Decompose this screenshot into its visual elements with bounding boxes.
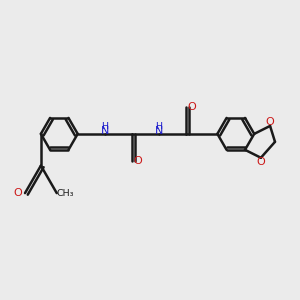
Text: H: H — [101, 122, 108, 131]
Text: O: O — [133, 156, 142, 166]
Text: O: O — [266, 117, 274, 127]
Text: O: O — [256, 157, 265, 166]
Text: O: O — [14, 188, 22, 198]
Text: O: O — [187, 102, 196, 112]
Text: N: N — [154, 126, 163, 136]
Text: CH₃: CH₃ — [57, 189, 74, 198]
Text: N: N — [100, 126, 109, 136]
Text: H: H — [155, 122, 162, 131]
